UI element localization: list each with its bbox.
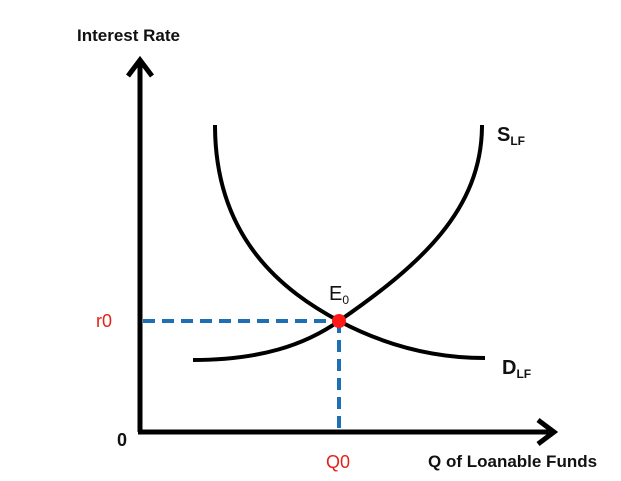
- supply-curve: [192, 124, 484, 362]
- equilibrium-point: [332, 314, 346, 328]
- x-axis-label: Q of Loanable Funds: [428, 452, 598, 471]
- equilibrium-point-label: E0: [329, 283, 350, 307]
- equilibrium-quantity-label: Q0: [326, 452, 351, 472]
- equilibrium-rate-label: r0: [96, 311, 113, 331]
- supply-curve-label: SLF: [497, 124, 526, 148]
- demand-curve-label: DLF: [502, 357, 532, 381]
- y-axis-arrowhead: [126, 55, 154, 78]
- x-axis-arrowhead: [536, 418, 559, 446]
- demand-curve: [213, 124, 486, 360]
- origin-label: 0: [117, 430, 128, 450]
- y-axis-label: Interest Rate: [77, 26, 180, 45]
